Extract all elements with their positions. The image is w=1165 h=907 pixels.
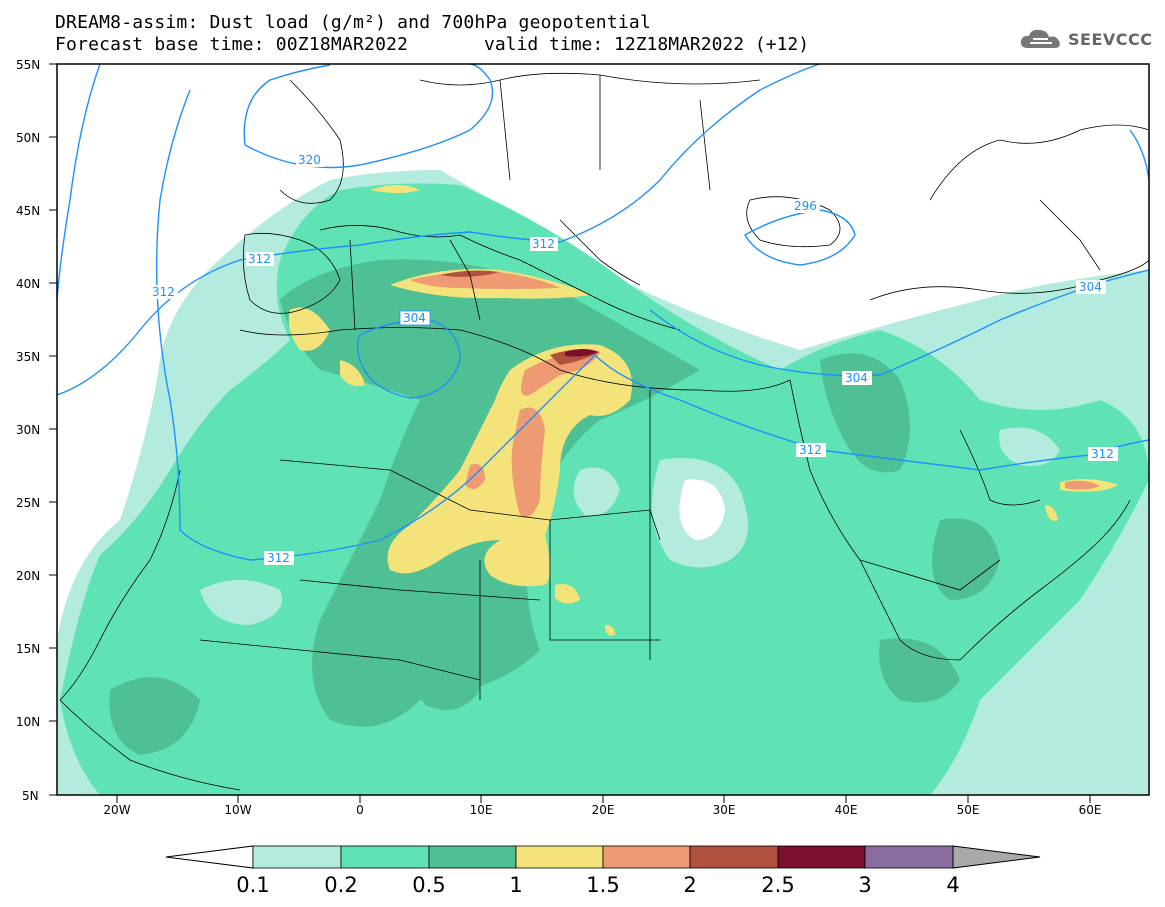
colorbar-label: 0.1 (236, 873, 269, 897)
lat-label: 25N (16, 496, 40, 510)
colorbar-segment (253, 846, 341, 868)
lon-label: 50E (957, 803, 980, 817)
lat-label: 35N (16, 350, 40, 364)
contour-label: 312 (532, 237, 555, 251)
colorbar-segment (516, 846, 603, 868)
lon-label: 40E (835, 803, 858, 817)
latitude-axis: 55N 50N 45N 40N 35N 30N 25N 20N 15N 10N … (16, 58, 57, 803)
contour-label: 312 (152, 285, 175, 299)
colorbar-segment (778, 846, 865, 868)
lat-label: 30N (16, 423, 40, 437)
colorbar-segment (690, 846, 778, 868)
colorbar-segment (341, 846, 429, 868)
contour-label: 296 (794, 199, 817, 213)
lon-label: 30E (713, 803, 736, 817)
contour-label: 312 (799, 443, 822, 457)
lat-label: 15N (16, 642, 40, 656)
lat-label: 55N (16, 58, 40, 72)
lat-label: 20N (16, 569, 40, 583)
contour-label: 304 (1079, 280, 1102, 294)
longitude-axis: 20W 10W 0 10E 20E 30E 40E 50E 60E (103, 795, 1101, 817)
colorbar-label: 2.5 (761, 873, 794, 897)
lat-label: 50N (16, 131, 40, 145)
contour-label: 312 (1091, 447, 1114, 461)
contour-label: 304 (845, 371, 868, 385)
colorbar-high-arrow (953, 846, 1040, 868)
lon-label: 10W (224, 803, 251, 817)
contour-label: 312 (248, 252, 271, 266)
lon-label: 60E (1079, 803, 1102, 817)
colorbar-low-arrow (166, 846, 253, 868)
lon-label: 20E (592, 803, 615, 817)
lon-label: 0 (356, 803, 364, 817)
lon-label: 10E (470, 803, 493, 817)
colorbar-label: 0.5 (412, 873, 445, 897)
lat-label: 45N (16, 204, 40, 218)
colorbar-label: 1.5 (586, 873, 619, 897)
contour-label: 304 (403, 311, 426, 325)
colorbar-label: 3 (858, 873, 871, 897)
lat-label: 5N (22, 789, 39, 803)
lon-label: 20W (103, 803, 130, 817)
contour-label: 320 (298, 153, 321, 167)
colorbar-segment (429, 846, 516, 868)
lat-label: 40N (16, 277, 40, 291)
colorbar-label: 1 (509, 873, 522, 897)
colorbar: 0.1 0.2 0.5 1 1.5 2 2.5 3 4 (166, 846, 1040, 897)
contour-label: 312 (267, 551, 290, 565)
colorbar-label: 2 (683, 873, 696, 897)
lat-label: 10N (16, 715, 40, 729)
colorbar-label: 0.2 (324, 873, 357, 897)
colorbar-label: 4 (946, 873, 959, 897)
colorbar-segment (865, 846, 953, 868)
colorbar-segment (603, 846, 690, 868)
